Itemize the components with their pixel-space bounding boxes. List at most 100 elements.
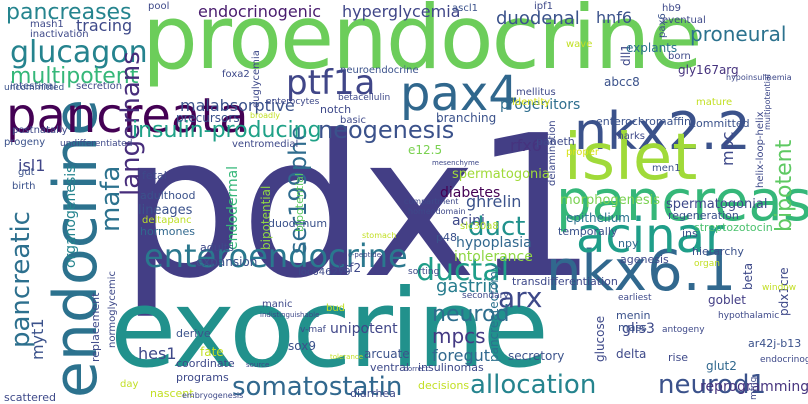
word-ins: ins [682,227,698,240]
word-acinar: acinar [576,208,725,264]
word-secretion: secretion [76,81,123,92]
word-progenitors: progenitors [500,97,581,113]
word-expansion: expansion [196,255,258,269]
word-neurod1: neurod1 [658,370,767,400]
word-scattered: scattered [4,391,56,404]
word-npy: npy [618,237,639,250]
word-mass: mass [618,321,647,334]
word-adulthood: adulthood [140,189,196,202]
word-morphogenesis: morphogenesis [560,193,661,208]
word-uncommitted: uncommitted [4,83,65,93]
word-unipotent: unipotent [330,321,398,337]
word-window: window [762,283,797,293]
word-glut2: glut2 [706,359,737,373]
word-isl1: isl1 [18,156,46,175]
word-antogeny: antogeny [662,325,705,335]
word-enteroendocrine: enteroendocrine [144,237,408,275]
word-paneth: paneth [536,135,575,148]
word-organ: organ [694,259,720,269]
word-duodenum: duodenum [268,217,328,230]
word-compartment: compartment [404,197,459,206]
word-pancreatectomy: pancreatectomy [487,263,501,362]
word-gastrin: gastrin [436,276,499,297]
word-ghrelin: ghrelin [466,192,522,211]
word-pdx1: pdx1 [120,94,598,322]
word-derive: derive [176,327,211,340]
word-foxa2: foxa2 [222,69,250,80]
word-slc30a8: slc30a8 [460,221,499,232]
word-allocation: allocation [470,370,597,400]
word-delamination: delamination [547,120,558,186]
word-tcf2: tcf2 [338,261,362,275]
word-hypothalamic: hypothalamic [718,311,780,321]
word-inactivation: inactivation [30,29,89,40]
word-pax4: pax4 [400,66,519,122]
word-intolerance: intolerance [454,249,533,265]
word-beta: beta [741,262,755,290]
word-enterochromaffin: enterochromaffin [596,115,691,128]
word-rfx6: rfx6 [510,136,542,155]
word-c-peptide: c-peptide [348,251,382,259]
word-agenesis: agenesis [620,253,669,266]
word-hyperglycemia: hyperglycemia [342,2,461,21]
word-identity: identity [512,97,551,108]
word-hnf6: hnf6 [596,8,633,27]
word-bipotential-2: bipotential [293,173,306,232]
word-glis3: glis3 [622,321,655,337]
word-men1: men1 [652,163,681,174]
word-glucose: glucose [593,315,607,362]
word-diarrhea: diarrhea [350,387,396,400]
word-pancreata: pancreata [6,88,249,144]
word-abcc8: abcc8 [604,75,640,89]
word-tolerance: tolerance [330,353,364,361]
word-branching: branching [436,111,497,125]
word-insulinomas: insulinomas [418,361,484,374]
word-somatostatin: somatostatin [232,372,403,402]
word-deltapanc: deltapanc [142,215,192,226]
word-eventual: eventual [662,15,706,26]
word-exocrine: exocrine [110,267,549,392]
word-multipotent: multipotent [10,64,139,89]
word-stomach: stomach [362,231,397,240]
word-multipotential: multipotential [763,73,772,130]
word-basic: basic [340,115,366,126]
word-undifferentiated: undifferentiated [60,139,133,149]
word-proendocrine: proendocrine [142,0,702,89]
word-mpc: mpc [718,131,737,166]
word-acini: acini [452,213,485,229]
word-decisions: decisions [418,379,470,392]
word-regeneration: regeneration [668,209,739,222]
word-ipf1: ipf1 [534,1,554,12]
word-intestinal: intestinal [10,81,57,92]
word-indistinguishable: indistinguishable [260,311,320,319]
word-duct: duct [468,212,526,242]
word-day: day [120,379,139,390]
word-hormones: hormones [140,225,195,238]
word-ascl1: ascl1 [452,3,478,14]
word-explants: explants [626,41,678,55]
word-adults: adults [200,241,234,254]
word-born: born [668,51,691,62]
word-coordinate: coordinate [176,357,235,370]
word-transdifferentiation: transdifferentiation [512,275,618,288]
word-epithelium: epithelium [566,211,630,225]
word-nkx6-1: nkx6.1 [546,239,737,304]
word-postnatally: postnatally [12,125,68,136]
word-bipotent: bipotent [772,139,797,232]
word-v-maf: v-maf [300,325,326,335]
word-progeny: progeny [4,137,46,148]
word-programs: programs [176,371,229,384]
word-embryogenesis: embryogenesis [182,391,244,400]
word-fetal: fetal [142,169,167,182]
word-hb9: hb9 [662,3,682,14]
word-reprogramming: reprogramming [700,379,808,395]
word-mfng: mfng [749,376,759,400]
word-hypoinsulinemia: hypoinsulinemia [726,73,792,82]
word-arcuate: arcuate [364,347,410,361]
word-replacement: replacement [89,292,102,362]
word-glucagon: glucagon [10,35,148,70]
word-endodermal: endodermal [225,165,241,250]
word-arx: arx [498,281,543,314]
word-proper: proper [566,147,599,158]
word-ar42j-b13: ar42j-b13 [748,337,802,350]
